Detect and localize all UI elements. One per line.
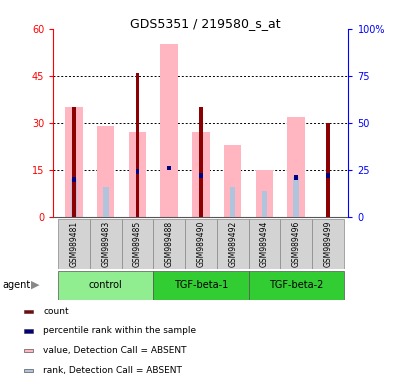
Bar [121,219,153,269]
Bar [223,145,241,217]
Text: count: count [43,307,69,316]
Text: GSM989481: GSM989481 [69,221,78,267]
Text: GSM989494: GSM989494 [259,221,268,267]
Bar [280,219,311,269]
Text: GSM989485: GSM989485 [133,221,142,267]
Bar [248,219,280,269]
Text: GSM989496: GSM989496 [291,221,300,267]
Bar [128,132,146,217]
Bar [248,271,343,300]
Bar [216,219,248,269]
Bar [24,329,34,333]
Bar [24,310,34,313]
Bar [153,219,184,269]
Bar [24,349,34,352]
Text: rank, Detection Call = ABSENT: rank, Detection Call = ABSENT [43,366,182,375]
Text: value, Detection Call = ABSENT: value, Detection Call = ABSENT [43,346,187,355]
Text: GSM989490: GSM989490 [196,221,205,267]
Bar [97,126,114,217]
Bar [229,187,235,217]
Bar [198,107,202,217]
Bar [72,107,76,217]
Bar [24,369,34,372]
Bar [255,170,272,217]
Bar [160,45,178,217]
Bar [198,173,202,178]
Bar [292,177,298,217]
Text: control: control [89,280,122,290]
Bar [103,187,108,217]
Text: ▶: ▶ [31,280,39,290]
Bar [153,271,248,300]
Bar [325,123,329,217]
Bar [311,219,343,269]
Bar [167,166,171,170]
Text: agent: agent [2,280,30,290]
Text: GSM989483: GSM989483 [101,221,110,267]
Bar [65,107,83,217]
Bar [287,117,304,217]
Bar [58,219,90,269]
Bar [135,169,139,174]
Text: GSM989492: GSM989492 [227,221,236,267]
Bar [192,132,209,217]
Text: GSM989499: GSM989499 [323,221,332,267]
Text: TGF-beta-2: TGF-beta-2 [268,280,323,290]
Bar [135,73,139,217]
Text: GDS5351 / 219580_s_at: GDS5351 / 219580_s_at [129,17,280,30]
Bar [58,271,153,300]
Bar [71,179,76,217]
Text: TGF-beta-1: TGF-beta-1 [173,280,227,290]
Bar [90,219,121,269]
Bar [325,173,329,178]
Bar [294,175,297,180]
Bar [261,190,267,217]
Bar [72,177,76,182]
Bar [184,219,216,269]
Text: percentile rank within the sample: percentile rank within the sample [43,326,196,336]
Text: GSM989488: GSM989488 [164,221,173,267]
